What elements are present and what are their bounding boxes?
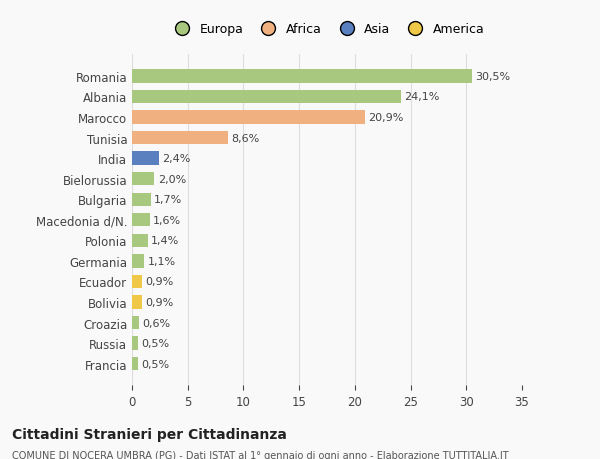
- Text: 1,4%: 1,4%: [151, 236, 179, 246]
- Text: 8,6%: 8,6%: [231, 133, 259, 143]
- Text: 24,1%: 24,1%: [404, 92, 439, 102]
- Text: COMUNE DI NOCERA UMBRA (PG) - Dati ISTAT al 1° gennaio di ogni anno - Elaborazio: COMUNE DI NOCERA UMBRA (PG) - Dati ISTAT…: [12, 450, 509, 459]
- Bar: [132, 90, 401, 104]
- Text: 2,0%: 2,0%: [158, 174, 186, 185]
- Bar: [132, 132, 228, 145]
- Text: 0,6%: 0,6%: [142, 318, 170, 328]
- Bar: [132, 111, 365, 124]
- Bar: [132, 70, 472, 84]
- Bar: [132, 275, 142, 289]
- Text: 20,9%: 20,9%: [368, 113, 404, 123]
- Bar: [132, 152, 159, 165]
- Legend: Europa, Africa, Asia, America: Europa, Africa, Asia, America: [164, 18, 490, 41]
- Bar: [132, 234, 148, 247]
- Bar: [132, 173, 154, 186]
- Text: 0,9%: 0,9%: [145, 297, 173, 308]
- Bar: [132, 316, 139, 330]
- Bar: [132, 296, 142, 309]
- Text: 0,5%: 0,5%: [141, 359, 169, 369]
- Text: 1,1%: 1,1%: [148, 256, 176, 266]
- Text: Cittadini Stranieri per Cittadinanza: Cittadini Stranieri per Cittadinanza: [12, 427, 287, 441]
- Text: 2,4%: 2,4%: [162, 154, 190, 164]
- Bar: [132, 193, 151, 207]
- Bar: [132, 213, 150, 227]
- Text: 1,7%: 1,7%: [154, 195, 182, 205]
- Bar: [132, 337, 137, 350]
- Text: 1,6%: 1,6%: [153, 215, 181, 225]
- Text: 30,5%: 30,5%: [475, 72, 511, 82]
- Text: 0,9%: 0,9%: [145, 277, 173, 287]
- Text: 0,5%: 0,5%: [141, 338, 169, 348]
- Bar: [132, 357, 137, 370]
- Bar: [132, 255, 144, 268]
